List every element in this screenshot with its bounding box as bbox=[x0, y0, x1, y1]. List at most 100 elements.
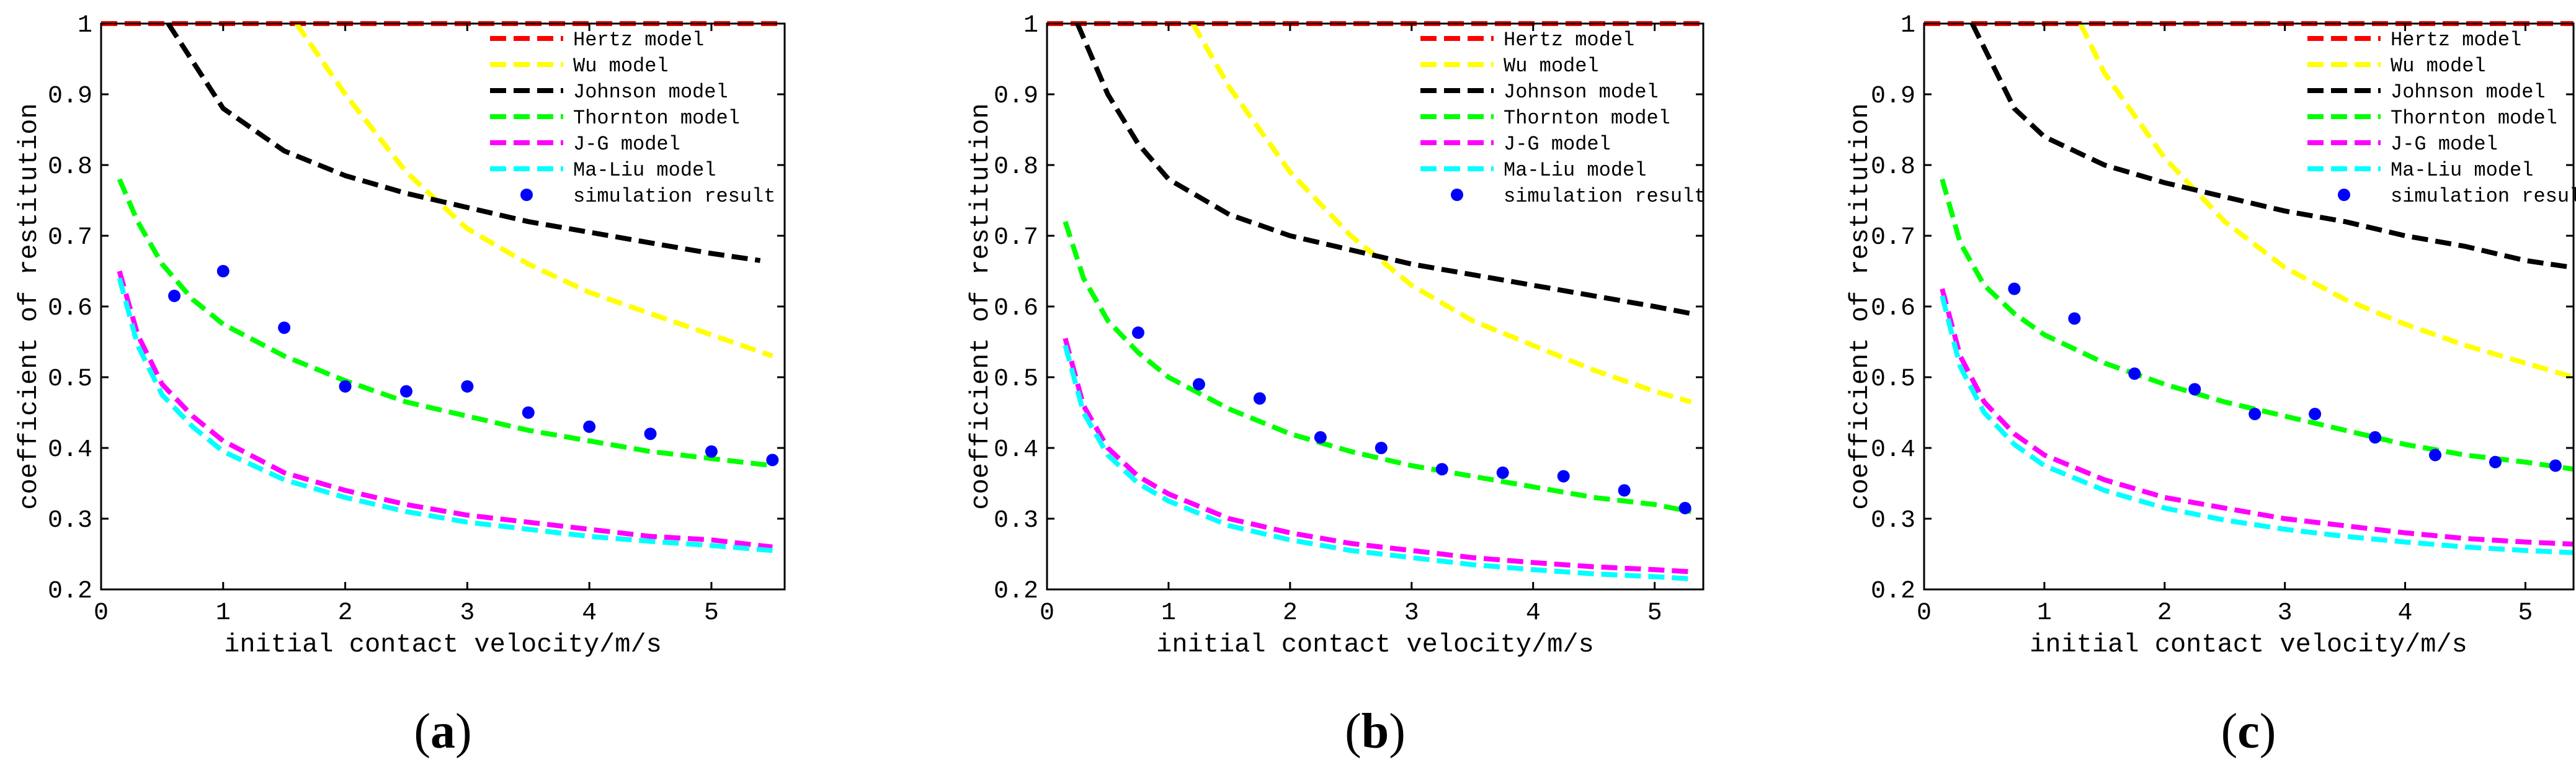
panel-a-y-axis-label: coefficient of restitution bbox=[14, 103, 44, 509]
panel-a-series-simulation-result-point-7 bbox=[522, 406, 535, 419]
panel-b-series-simulation-result-point-7 bbox=[1496, 466, 1509, 479]
panel-a-series-simulation-result-point-1 bbox=[168, 289, 181, 302]
panel-a-series-simulation-result-point-8 bbox=[583, 420, 596, 433]
panel-b-series-wu-model-line bbox=[1190, 22, 1692, 405]
panel-c-legend-j-g-model-label: J-G model bbox=[2391, 133, 2498, 156]
panel-a-series-simulation-result-point-2 bbox=[216, 265, 230, 277]
panel-c-y-tick-label: 0.2 bbox=[1871, 578, 1915, 606]
panel-a-y-tick-label: 0.7 bbox=[48, 224, 92, 252]
panel-b-y-axis-label: coefficient of restitution bbox=[966, 103, 996, 509]
panel-a-y-tick-label: 1 bbox=[78, 12, 92, 40]
panel-b-legend-thornton-model-label: Thornton model bbox=[1504, 107, 1670, 130]
panel-b-x-tick-label: 0 bbox=[1040, 599, 1054, 627]
panel-c-series-thornton-model-line bbox=[1940, 178, 2574, 472]
panel-c-legend-wu-model-label: Wu model bbox=[2391, 55, 2486, 78]
panel-c-series-simulation-result-point-9 bbox=[2489, 455, 2502, 468]
panel-c-ticks: 0 1 2 3 4 5 0.2 0.3 0.4 0.5 0.6 0.7 0.8 0.9 1 bbox=[1871, 12, 2574, 627]
panel-a-x-axis-label: initial contact velocity/m/s bbox=[224, 630, 662, 660]
panel-b: 0 1 2 3 4 5 0.2 0.3 0.4 0.5 0.6 0.7 0.8 0.9 1 initial … bbox=[966, 12, 1706, 759]
panel-a-series-simulation-result-point-3 bbox=[278, 321, 291, 334]
panel-b-series-simulation-result-point-4 bbox=[1314, 431, 1327, 444]
panel-c-y-tick-label: 0.4 bbox=[1871, 436, 1915, 464]
panel-c-series-simulation-result-point-10 bbox=[2549, 459, 2562, 472]
panel-b-ticks: 0 1 2 3 4 5 0.2 0.3 0.4 0.5 0.6 0.7 0.8 0.9 1 bbox=[994, 12, 1703, 627]
panel-b-x-tick-label: 4 bbox=[1526, 599, 1541, 627]
panel-c-x-tick-label: 0 bbox=[1917, 599, 1932, 627]
panel-b-y-tick-label: 1 bbox=[1023, 12, 1038, 40]
panel-b-series-simulation-result-point-2 bbox=[1192, 378, 1205, 391]
panel-a-legend-thornton-model-label: Thornton model bbox=[573, 107, 740, 130]
panel-b-caption: (b) bbox=[1345, 704, 1406, 759]
panel-a-series-j-g-model-line bbox=[117, 270, 773, 550]
panel-a-y-tick-label: 0.8 bbox=[48, 153, 92, 181]
panel-a-legend: Hertz model Wu model Johnson model Thornton… bbox=[490, 29, 775, 208]
panel-b-y-tick-label: 0.3 bbox=[994, 507, 1038, 535]
panel-a-x-tick-label: 4 bbox=[582, 599, 597, 627]
panel-a-series-thornton-model-line bbox=[117, 178, 773, 468]
panel-b-legend-ma-liu-model-label: Ma-Liu model bbox=[1504, 159, 1646, 182]
panel-a-y-tick-label: 0.6 bbox=[48, 295, 92, 323]
panel-a-ticks: 0 1 2 3 4 5 0.2 0.3 0.4 0.5 0.6 0.7 0.8 0.9 1 bbox=[48, 12, 785, 627]
panel-a-series-johnson-model-line bbox=[166, 22, 761, 263]
panel-a-legend-hertz-model-label: Hertz model bbox=[573, 29, 704, 51]
panel-b-x-tick-label: 2 bbox=[1283, 599, 1298, 627]
panel-b-series-simulation-result-point-10 bbox=[1678, 501, 1691, 514]
panel-b-series-j-g-model-line bbox=[1063, 338, 1691, 575]
panel-a-series-simulation-result-point-10 bbox=[705, 445, 718, 458]
panel-a-y-tick-label: 0.9 bbox=[48, 83, 92, 110]
panel-c-series-johnson-model-line bbox=[1970, 22, 2574, 271]
panel-b-y-tick-label: 0.7 bbox=[994, 224, 1038, 252]
panel-c-caption: (c) bbox=[2221, 704, 2276, 759]
panel-a-series-ma-liu-model-line bbox=[117, 277, 773, 553]
panel-c-legend-thornton-model-label: Thornton model bbox=[2391, 107, 2557, 130]
panel-a: 0 1 2 3 4 5 0.2 0.3 0.4 0.5 0.6 0.7 0.8 0.9 1 initial … bbox=[14, 12, 786, 759]
panel-c-x-tick-label: 5 bbox=[2518, 599, 2533, 627]
panel-a-series-simulation-result-point-9 bbox=[644, 427, 657, 441]
panel-b-series-simulation-result-point-3 bbox=[1253, 392, 1266, 405]
panel-c-x-tick-label: 1 bbox=[2037, 599, 2052, 627]
panel-b-legend-wu-model-label: Wu model bbox=[1504, 55, 1599, 78]
panel-a-x-tick-label: 2 bbox=[338, 599, 353, 627]
panel-a-series-simulation-result-point-5 bbox=[399, 385, 412, 398]
panel-b-x-tick-label: 5 bbox=[1647, 599, 1662, 627]
panel-c-x-axis-label: initial contact velocity/m/s bbox=[2030, 630, 2467, 660]
panel-b-series-ma-liu-model-line bbox=[1063, 344, 1691, 581]
panel-b-series-simulation-result-point-1 bbox=[1131, 326, 1144, 339]
panel-b-series-simulation-result-point-5 bbox=[1375, 442, 1388, 454]
panel-a-y-tick-label: 0.2 bbox=[48, 578, 92, 606]
panel-b-x-tick-label: 3 bbox=[1404, 599, 1419, 627]
panel-c-x-tick-label: 3 bbox=[2278, 599, 2293, 627]
panel-a-x-tick-label: 1 bbox=[216, 599, 231, 627]
panel-c-legend-johnson-model-label: Johnson model bbox=[2391, 81, 2546, 104]
panel-b-y-tick-label: 0.2 bbox=[994, 578, 1038, 606]
panel-c-y-tick-label: 0.7 bbox=[1871, 224, 1915, 252]
panel-a-legend-wu-model-label: Wu model bbox=[573, 55, 669, 78]
panel-b-x-tick-label: 1 bbox=[1161, 599, 1176, 627]
panel-c-y-axis-label: coefficient of restitution bbox=[1845, 103, 1875, 509]
panel-b-legend-j-g-model-label: J-G model bbox=[1504, 133, 1611, 156]
panel-c-series-simulation-result-point-3 bbox=[2128, 367, 2141, 380]
panel-c-y-tick-label: 1 bbox=[1901, 12, 1915, 40]
panel-c-series-simulation-result-point-1 bbox=[2008, 282, 2021, 295]
panel-b-x-axis-label: initial contact velocity/m/s bbox=[1156, 630, 1594, 660]
panel-c-y-tick-label: 0.6 bbox=[1871, 295, 1915, 323]
panel-b-y-tick-label: 0.8 bbox=[994, 153, 1038, 181]
panel-c: 0 1 2 3 4 5 0.2 0.3 0.4 0.5 0.6 0.7 0.8 0.9 1 initial … bbox=[1845, 12, 2576, 759]
panel-c-x-tick-label: 2 bbox=[2157, 599, 2172, 627]
panel-c-y-tick-label: 0.3 bbox=[1871, 507, 1915, 535]
panel-c-series-simulation-result-point-7 bbox=[2369, 431, 2382, 444]
panel-a-series-wu-model-line bbox=[294, 22, 773, 359]
panel-c-series-simulation-result-point-8 bbox=[2429, 449, 2442, 462]
panel-b-series-simulation-result-point-6 bbox=[1435, 463, 1448, 476]
panel-c-x-tick-label: 4 bbox=[2398, 599, 2413, 627]
panel-a-y-tick-label: 0.4 bbox=[48, 436, 92, 464]
panel-c-legend-simulation-result-label: simulation result bbox=[2391, 185, 2576, 208]
panel-c-y-tick-label: 0.8 bbox=[1871, 153, 1915, 181]
panel-c-legend-hertz-model-label: Hertz model bbox=[2391, 29, 2521, 51]
panel-b-legend-johnson-model-label: Johnson model bbox=[1504, 81, 1659, 104]
panel-b-series-simulation-result-point-8 bbox=[1557, 470, 1570, 483]
panel-a-series-simulation-result-point-11 bbox=[766, 454, 779, 467]
panel-c-series-wu-model-line bbox=[2078, 22, 2574, 380]
panel-b-legend-simulation-result-marker bbox=[1451, 189, 1463, 201]
